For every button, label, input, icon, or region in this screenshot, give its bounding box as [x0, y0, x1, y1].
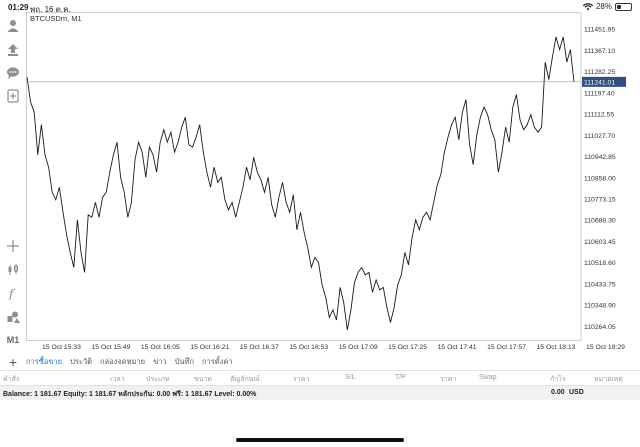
x-tick-label: 15 Oct 15:33	[42, 344, 81, 351]
symbol-label: BTCUSDm, M1	[30, 14, 82, 23]
divider	[0, 370, 640, 371]
new-order-button[interactable]	[3, 86, 23, 106]
status-bar: 01:29 พฤ. 16 ต.ค. 28%	[0, 0, 640, 14]
svg-text:f: f	[8, 287, 16, 300]
candles-icon	[8, 264, 18, 275]
y-tick-label: 111112.55	[584, 112, 614, 119]
total-profit: 0.00	[551, 389, 565, 396]
x-tick-label: 15 Oct 18:29	[586, 344, 625, 351]
y-tick-label: 110348.90	[584, 303, 616, 310]
left-toolbar: f M1	[0, 14, 26, 354]
col-tp[interactable]: T/P	[395, 374, 406, 381]
status-time: 01:29	[8, 3, 29, 12]
status-date: พฤ. 16 ต.ค.	[30, 5, 71, 14]
x-tick-label: 15 Oct 15:49	[91, 344, 130, 351]
y-tick-label: 111367.10	[584, 48, 615, 55]
battery-icon	[615, 2, 632, 11]
y-tick-label: 110858.00	[584, 175, 616, 182]
y-tick-label: 110518.60	[584, 260, 616, 267]
timeframe-button[interactable]: M1	[6, 335, 20, 345]
y-tick-label: 111451.95	[584, 27, 615, 34]
y-tick-label: 110942.85	[584, 154, 616, 161]
objects-icon	[7, 311, 20, 323]
col-comment[interactable]: หมายเหตุ	[594, 376, 623, 383]
tab-settings[interactable]: การตั้งค่า	[202, 357, 233, 366]
chart-type-button[interactable]	[3, 260, 23, 280]
x-tick-label: 15 Oct 16:05	[141, 344, 180, 351]
x-tick-label: 15 Oct 17:41	[438, 344, 477, 351]
y-tick-label: 111027.70	[584, 133, 615, 140]
tab-mailbox[interactable]: กล่องจดหมาย	[100, 357, 146, 366]
col-price[interactable]: ราคา	[293, 376, 310, 383]
chat-icon	[7, 67, 19, 79]
battery-percent: 28%	[595, 2, 612, 11]
add-tab-button[interactable]: +	[8, 354, 18, 370]
y-tick-label: 110773.15	[584, 196, 616, 203]
col-current-price[interactable]: ราคา	[440, 376, 457, 383]
wifi-icon	[582, 2, 593, 10]
status-right: 28%	[582, 2, 632, 11]
upload-icon	[8, 44, 18, 56]
deposit-button[interactable]	[3, 40, 23, 60]
tab-trade[interactable]: การซื้อขาย	[26, 354, 63, 371]
y-tick-label: 111197.40	[584, 90, 615, 97]
col-sl[interactable]: S/L	[345, 374, 356, 381]
col-swap[interactable]: Swap	[479, 374, 497, 381]
x-tick-label: 15 Oct 16:37	[240, 344, 279, 351]
y-tick-label: 110433.75	[584, 281, 616, 288]
home-indicator	[236, 438, 404, 442]
col-profit[interactable]: กำไร	[550, 376, 566, 383]
bottom-tabs: + การซื้อขาย ประวัติ กล่องจดหมาย ข่าว บั…	[0, 354, 640, 371]
y-tick-label: 110264.05	[584, 324, 616, 331]
y-tick-label: 110603.45	[584, 239, 616, 246]
price-chart[interactable]: 111451.95 111367.10 111282.25 111197.40 1111…	[26, 12, 640, 354]
x-tick-label: 15 Oct 17:57	[487, 344, 526, 351]
balance-row: Balance: 1 181.67 Equity: 1 181.67 หลักป…	[0, 386, 640, 400]
chat-button[interactable]	[3, 63, 23, 83]
col-volume[interactable]: ขนาด	[194, 376, 213, 383]
user-icon	[7, 20, 19, 32]
battery-fill	[617, 4, 621, 9]
tab-history[interactable]: ประวัติ	[70, 357, 93, 366]
divider	[0, 385, 640, 386]
x-tick-label: 15 Oct 18:13	[537, 344, 576, 351]
x-tick-label: 15 Oct 17:25	[388, 344, 427, 351]
col-symbol[interactable]: สัญลักษณ์	[230, 376, 260, 383]
col-order[interactable]: คำสั่ง	[3, 376, 20, 383]
crosshair-icon	[7, 240, 19, 252]
trade-table-header: คำสั่ง เวลา ประเภท ขนาด สัญลักษณ์ ราคา S…	[0, 371, 640, 385]
x-tick-label: 15 Oct 17:09	[339, 344, 378, 351]
price-series-line	[26, 36, 575, 331]
crosshair-button[interactable]	[3, 236, 23, 256]
currency-label: USD	[569, 389, 584, 396]
function-icon: f	[8, 287, 16, 300]
balance-summary: Balance: 1 181.67 Equity: 1 181.67 หลักป…	[3, 391, 257, 398]
indicators-button[interactable]: f	[3, 283, 23, 303]
y-tick-label: 111282.25	[584, 69, 615, 76]
col-type[interactable]: ประเภท	[146, 376, 170, 383]
x-tick-label: 15 Oct 16:53	[289, 344, 328, 351]
current-price-label: 111241.01	[584, 79, 615, 86]
account-button[interactable]	[3, 16, 23, 36]
col-time[interactable]: เวลา	[110, 376, 125, 383]
plot-frame	[26, 12, 582, 341]
y-tick-label: 110688.30	[584, 218, 616, 225]
x-tick-label: 15 Oct 16:21	[190, 344, 229, 351]
new-document-icon	[7, 89, 19, 103]
tab-news[interactable]: ข่าว	[153, 357, 167, 366]
current-price-badge	[582, 76, 626, 87]
chart-svg[interactable]: 111451.95 111367.10 111282.25 111197.40 1111…	[26, 12, 640, 354]
objects-button[interactable]	[3, 307, 23, 327]
tab-journal[interactable]: บันทึก	[174, 357, 195, 366]
